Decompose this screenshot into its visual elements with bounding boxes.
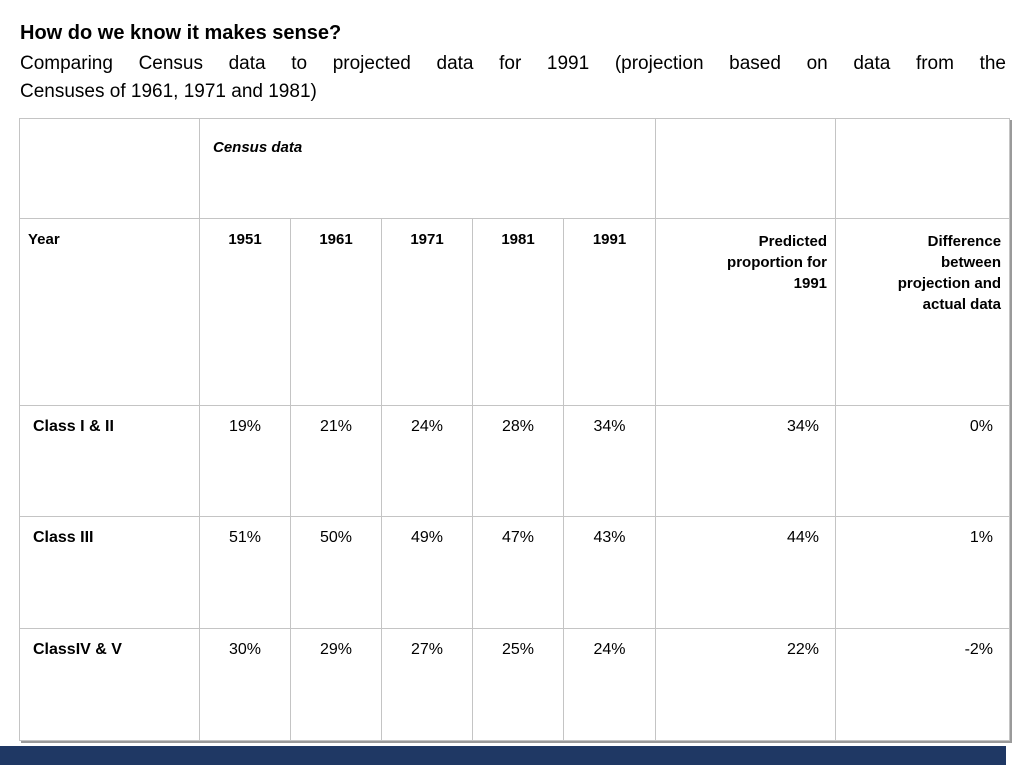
empty-cell [655,118,837,219]
col-header-1991: 1991 [562,218,657,406]
data-cell: 34% [562,405,657,517]
census-data-group-header: Census data [198,118,657,219]
data-cell: 19% [199,405,291,517]
data-cell: 24% [562,628,657,741]
table-row: Class I & II 19% 21% 24% 28% 34% 34% 0% [19,405,1011,517]
empty-cell [835,118,1011,219]
difference-cell: 1% [835,516,1011,629]
data-cell: 27% [381,628,473,741]
column-header-row: Year 1951 1961 1971 1981 1991 Predicted … [19,218,1011,406]
predicted-cell: 22% [655,628,837,741]
col-header-1961: 1961 [290,218,382,406]
data-cell: 50% [290,516,382,629]
subtitle-line-2: Censuses of 1961, 1971 and 1981) [20,81,317,102]
row-label: Class I & II [19,405,200,517]
row-label: Class III [19,516,200,629]
data-cell: 29% [290,628,382,741]
data-cell: 24% [381,405,473,517]
col-header-difference: Difference between projection and actual… [835,218,1011,406]
table-row: Class III 51% 50% 49% 47% 43% 44% 1% [19,516,1011,629]
col-header-1951: 1951 [199,218,291,406]
col-header-1971: 1971 [381,218,473,406]
group-header-row: Census data [19,118,1011,219]
data-cell: 21% [290,405,382,517]
slide-subtitle: Comparing Census data to projected data … [20,50,1006,106]
col-header-difference-text: Difference between projection and actual… [897,233,1002,313]
data-cell: 25% [472,628,564,741]
subtitle-line-1: Comparing Census data to projected data … [20,53,1006,74]
data-cell: 43% [562,516,657,629]
col-header-year: Year [19,218,200,406]
data-cell: 51% [199,516,291,629]
row-label: ClassIV & V [19,628,200,741]
data-cell: 28% [472,405,564,517]
predicted-cell: 34% [655,405,837,517]
col-header-1981: 1981 [472,218,564,406]
difference-cell: -2% [835,628,1011,741]
census-comparison-table: Census data Year 1951 1961 1971 1981 199… [19,118,1011,741]
table-row: ClassIV & V 30% 29% 27% 25% 24% 22% -2% [19,628,1011,741]
slide-footer-bar [0,746,1006,765]
data-cell: 49% [381,516,473,629]
predicted-cell: 44% [655,516,837,629]
data-cell: 30% [199,628,291,741]
data-cell: 47% [472,516,564,629]
difference-cell: 0% [835,405,1011,517]
slide-title: How do we know it makes sense? [20,22,342,44]
empty-cell [19,118,200,219]
col-header-predicted: Predicted proportion for 1991 [655,218,837,406]
col-header-predicted-text: Predicted proportion for 1991 [727,233,828,292]
